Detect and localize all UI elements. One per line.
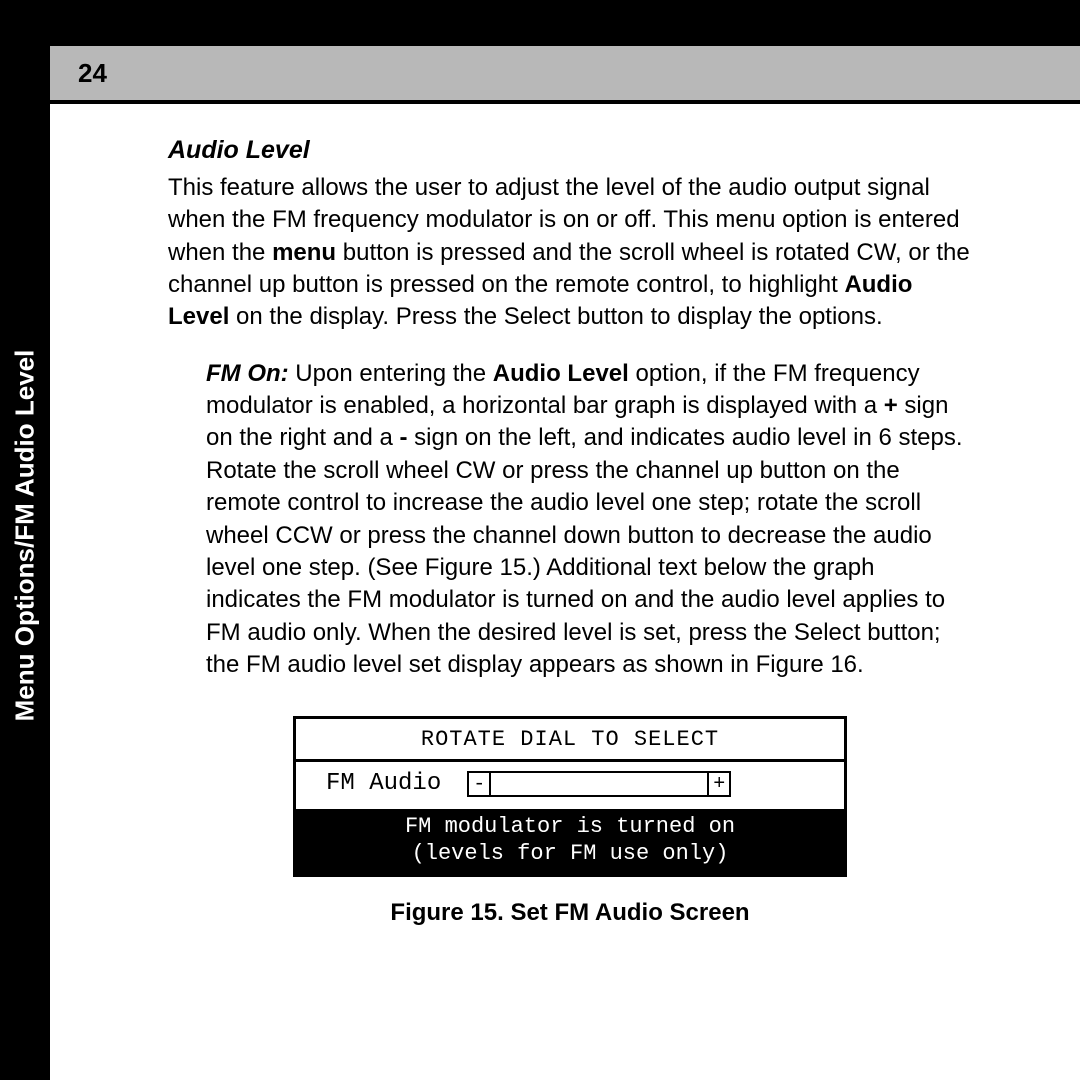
p2-text-d: sign on the left, and indicates audio le… [206,424,963,678]
section-title: Audio Level [168,134,972,168]
plus-icon: + [707,773,729,795]
p2-text-a: Upon entering the [289,360,493,387]
screen-footer-line2: (levels for FM use only) [296,840,844,868]
p2-fm-on: FM On: [206,360,289,387]
paragraph-2: FM On: Upon entering the Audio Level opt… [168,358,972,682]
screen-footer-line1: FM modulator is turned on [296,813,844,841]
screen-footer: FM modulator is turned on (levels for FM… [296,809,844,874]
spine: Menu Options/FM Audio Level [0,0,50,1080]
page: Menu Options/FM Audio Level 24 Audio Lev… [0,0,1080,1080]
bar-graph: - + [467,771,731,797]
device-screen: ROTATE DIAL TO SELECT FM Audio - + FM mo… [293,716,847,877]
bar-outer: - + [467,771,731,797]
sidebar-label: Menu Options/FM Audio Level [10,350,41,722]
bar-track [491,773,707,795]
figure-caption: Figure 15. Set FM Audio Screen [168,897,972,929]
p1-text-c: on the display. Press the Select button … [229,303,882,330]
p2-plus: + [884,392,898,419]
screen-label: FM Audio [326,768,441,800]
minus-icon: - [469,773,491,795]
page-number: 24 [78,58,107,89]
body: Audio Level This feature allows the user… [50,104,1080,929]
p1-bold-menu: menu [272,239,336,266]
top-black-bar [50,0,1080,46]
p2-bold-audio-level: Audio Level [493,360,629,387]
paragraph-1: This feature allows the user to adjust t… [168,172,972,334]
screen-mid-row: FM Audio - + [296,762,844,808]
header-bar: 24 [50,46,1080,104]
content-wrap: 24 Audio Level This feature allows the u… [50,0,1080,1080]
screen-header: ROTATE DIAL TO SELECT [296,719,844,763]
